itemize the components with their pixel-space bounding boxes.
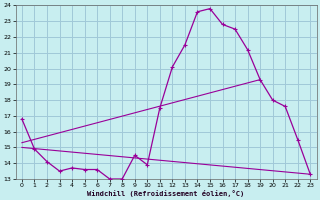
X-axis label: Windchill (Refroidissement éolien,°C): Windchill (Refroidissement éolien,°C) xyxy=(87,190,245,197)
